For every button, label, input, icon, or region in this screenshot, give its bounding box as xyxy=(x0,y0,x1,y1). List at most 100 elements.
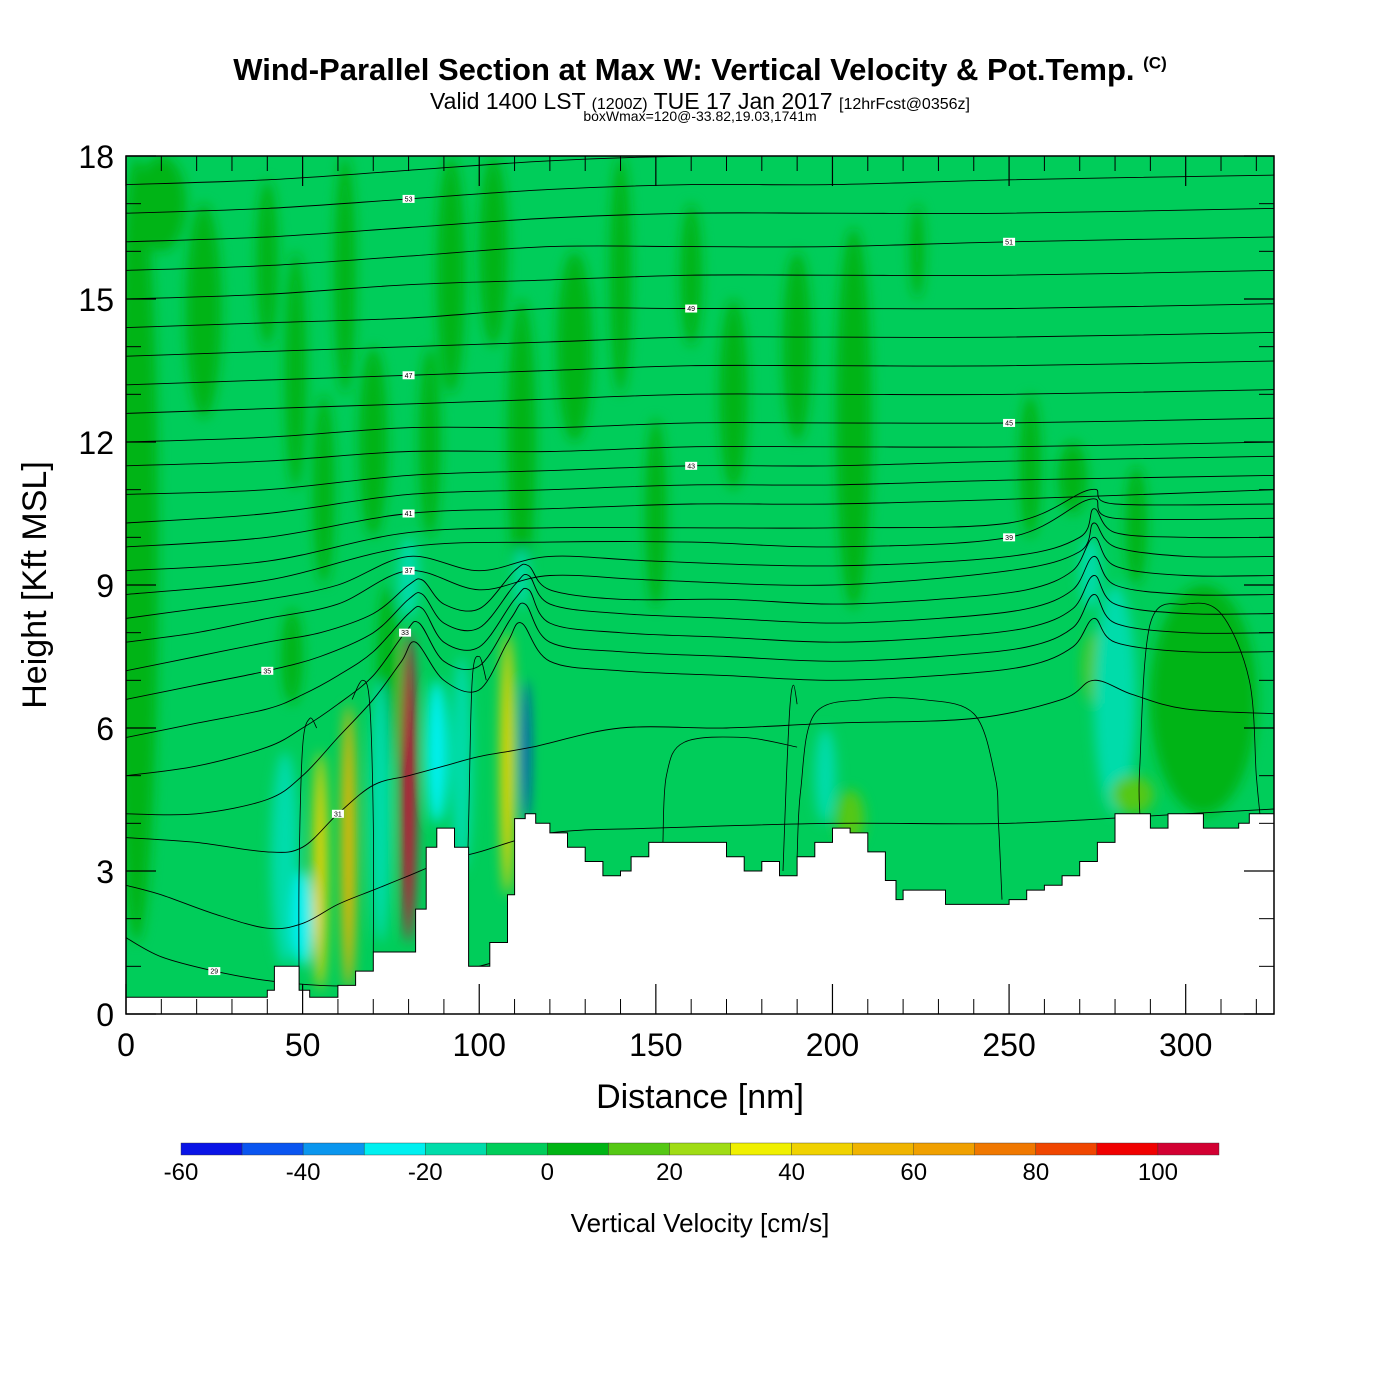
box-info: boxWmax=120@-33.82,19.03,1741m xyxy=(583,108,817,124)
colorbar-tick-label: -60 xyxy=(164,1159,199,1186)
theta-label: 53 xyxy=(405,196,413,203)
theta-contour-49 xyxy=(126,303,1274,329)
theta-contour-33 xyxy=(126,594,1274,777)
velocity-feature-6 xyxy=(313,394,335,585)
velocity-feature-8 xyxy=(359,346,388,538)
velocity-feature-4 xyxy=(284,251,307,490)
velocity-contour-0 xyxy=(298,717,318,995)
valid-utc: (1200Z) xyxy=(591,96,648,113)
velocity-feature-7 xyxy=(334,156,356,395)
theta-contour-36 xyxy=(126,536,1274,672)
x-tick-label: 50 xyxy=(285,1027,321,1063)
theta-contour-34 xyxy=(126,575,1274,738)
theta-label-bg xyxy=(685,461,698,470)
velocity-feature-0 xyxy=(126,156,158,943)
copyright-mark: (C) xyxy=(1143,53,1167,73)
theta-label-bg xyxy=(208,967,221,976)
velocity-feature-27 xyxy=(292,871,314,967)
theta-label: 43 xyxy=(687,463,695,470)
colorbar-bin xyxy=(608,1142,670,1156)
colorbar-tick-label: 20 xyxy=(656,1159,683,1186)
velocity-feature-11 xyxy=(436,156,466,395)
y-tick-label: 15 xyxy=(78,282,114,318)
theta-contour-47 xyxy=(126,360,1274,386)
colorbar-tick-label: -40 xyxy=(286,1159,321,1186)
y-axis-title: Height [Kft MSL] xyxy=(16,461,54,709)
velocity-feature-20 xyxy=(835,227,872,609)
y-tick-label: 3 xyxy=(96,854,114,890)
velocity-feature-42 xyxy=(1093,585,1137,814)
theta-contour-41 xyxy=(126,489,1274,548)
colorbar-tick-label: 80 xyxy=(1022,1159,1049,1186)
colorbar-tick-label: 60 xyxy=(900,1159,927,1186)
velocity-feature-3 xyxy=(256,179,278,347)
velocity-feature-31 xyxy=(401,632,416,943)
theta-label: 29 xyxy=(210,969,218,976)
velocity-feature-10 xyxy=(419,346,441,538)
theta-contour-38 xyxy=(126,508,1274,619)
velocity-feature-25 xyxy=(1150,585,1257,814)
theta-contour-45 xyxy=(126,417,1274,443)
velocity-feature-28 xyxy=(313,751,328,991)
theta-contour-37 xyxy=(126,522,1274,643)
colorbar-bin xyxy=(486,1142,548,1156)
velocity-contour-3 xyxy=(782,684,798,872)
theta-label: 47 xyxy=(405,373,413,380)
theta-label-bg xyxy=(685,304,698,313)
colorbar-bin xyxy=(241,1142,304,1156)
velocity-feature-29 xyxy=(341,704,356,991)
theta-contour-51 xyxy=(126,236,1274,271)
valid-date: TUE 17 Jan 2017 xyxy=(653,88,833,114)
theta-label: 51 xyxy=(1005,239,1013,246)
colorbar-bin xyxy=(1035,1142,1098,1156)
theta-label-bg xyxy=(402,566,415,575)
terrain xyxy=(125,813,1275,1015)
velocity-feature-19 xyxy=(783,251,812,442)
velocity-feature-32 xyxy=(426,680,448,824)
colorbar-title: Vertical Velocity [cm/s] xyxy=(571,1208,830,1238)
colorbar-bin xyxy=(1096,1142,1159,1156)
colorbar-tick-label: -20 xyxy=(408,1159,443,1186)
x-tick-label: 0 xyxy=(117,1027,135,1063)
theta-label-bg xyxy=(1003,237,1016,246)
theta-label-bg xyxy=(1003,533,1016,542)
colorbar-tick-label: 40 xyxy=(778,1159,805,1186)
velocity-feature-30 xyxy=(369,680,391,943)
theta-label-bg xyxy=(402,509,415,518)
theta-contour-31 xyxy=(126,679,1274,853)
velocity-feature-33 xyxy=(450,656,473,871)
theta-contour-32 xyxy=(126,617,1274,816)
velocity-field xyxy=(126,156,1257,991)
colorbar-bin xyxy=(363,1142,426,1156)
theta-label: 33 xyxy=(401,630,409,637)
theta-contour-39 xyxy=(126,498,1274,595)
colorbar: -60 -40 -20 0 20 40 60 80 100 xyxy=(164,1142,1220,1186)
theta-contour-42 xyxy=(126,474,1274,524)
theta-label-bg xyxy=(1003,418,1016,427)
velocity-feature-24 xyxy=(1125,465,1147,585)
theta-label: 49 xyxy=(687,306,695,313)
velocity-feature-38 xyxy=(814,728,836,824)
theta-contour-52 xyxy=(126,207,1274,243)
forecast-info: [12hrFcst@0356z] xyxy=(839,96,970,113)
velocity-contour-6 xyxy=(1138,602,1261,814)
colorbar-bin xyxy=(425,1142,487,1156)
colorbar-bin xyxy=(852,1142,914,1156)
theta-contour-53 xyxy=(126,174,1274,214)
theta-contour-48 xyxy=(126,331,1274,357)
velocity-feature-41 xyxy=(1079,537,1101,609)
y-tick-label: 18 xyxy=(78,139,114,175)
y-tick-label: 9 xyxy=(96,568,114,604)
colorbar-bin xyxy=(547,1142,609,1156)
theta-contour-50 xyxy=(126,269,1274,300)
velocity-feature-2 xyxy=(186,203,222,419)
x-axis-title: Distance [nm] xyxy=(596,1078,804,1116)
colorbar-bin xyxy=(974,1142,1037,1156)
velocity-feature-22 xyxy=(1019,394,1041,538)
theta-label: 31 xyxy=(334,811,342,818)
theta-contour-46 xyxy=(126,389,1274,414)
theta-contours: 29 31 33 35 37 39 41 43 45 47 49 51 53 xyxy=(126,156,1274,987)
x-tick-label: 100 xyxy=(453,1027,506,1063)
velocity-contour-5 xyxy=(662,736,798,843)
theta-label-bg xyxy=(261,666,274,675)
